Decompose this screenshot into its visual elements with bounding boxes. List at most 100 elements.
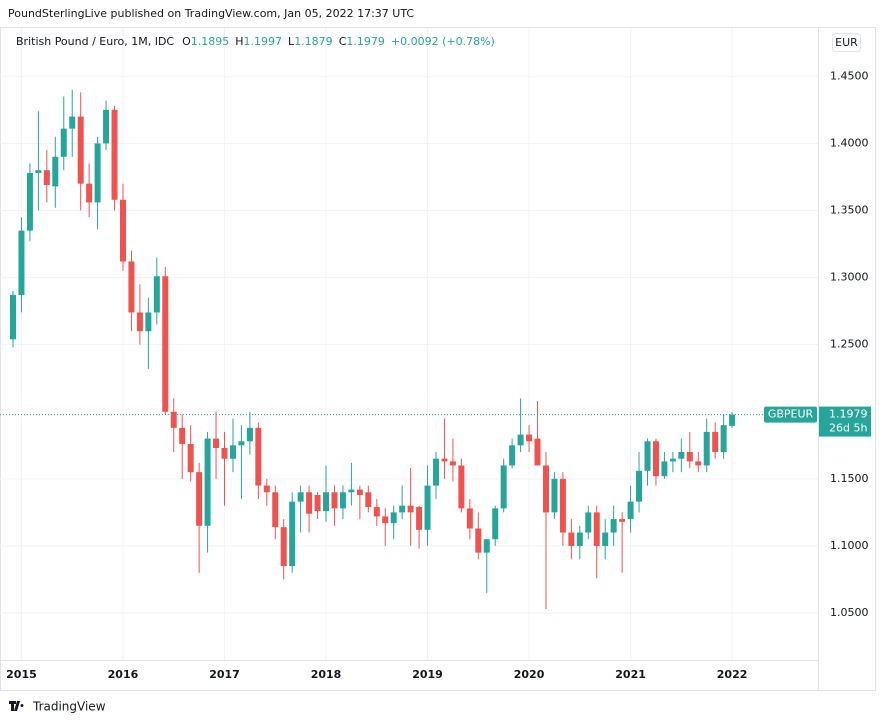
candle-body [103,109,110,144]
candle-body [500,465,507,509]
currency-box[interactable] [832,33,861,52]
symbol-tag [764,406,817,423]
symbol-title: British Pound / Euro, 1M, IDC [16,35,174,48]
candle-body [407,505,414,513]
candle-body [526,434,533,442]
brand-logo [9,701,24,711]
candle-body [678,452,685,459]
candle-body [26,172,33,231]
candle-body [272,492,279,528]
candle-body [246,427,253,442]
x-tick-label: 2015 [6,668,37,681]
candle-body [416,507,423,530]
candle-body [686,452,693,462]
candle-body [542,465,549,513]
candle-body [348,489,355,493]
candle-body [602,532,609,546]
candle-body [136,312,143,332]
y-tick-label: 1.3000 [830,271,869,284]
candle-body [509,445,516,466]
candle-body [60,128,67,157]
candle-body [636,470,643,502]
x-tick-label: 2022 [717,668,748,681]
candle-body [297,492,304,502]
candle-body [720,425,727,453]
candle-body [703,431,710,466]
y-tick-label: 1.2500 [830,338,869,351]
candle-body [170,411,177,428]
candle-body [18,230,25,296]
candle-body [10,295,16,340]
ohlc-value: 1.1879 [294,35,333,48]
candle-body [289,501,296,567]
x-tick-label: 2019 [412,668,443,681]
candle-body [433,458,439,486]
price-tag-label: 1.1979 [829,408,868,421]
candle-body [255,427,262,486]
y-tick-label: 1.1000 [830,539,869,552]
candle-body [669,458,676,462]
candle-body [35,170,42,173]
candle-body [229,445,236,459]
candle-body [69,116,76,129]
currency-label[interactable]: EUR [835,36,858,49]
price-tag [819,406,871,437]
candle-body [204,438,211,526]
candle-body [424,485,431,530]
candle-body [213,438,220,448]
candle-body [652,441,659,477]
candle-body [356,489,363,495]
candle-body [644,441,651,471]
y-tick-label: 1.1500 [830,472,869,485]
ohlc-letter: H [235,35,243,48]
candle-body [238,441,245,446]
candle-body [610,519,617,533]
x-tick-label: 2017 [209,668,240,681]
y-tick-label: 1.4500 [830,69,869,82]
y-tick-label: 1.4000 [830,136,869,149]
candle-body [627,501,634,520]
symbol-tag-label: GBPEUR [768,408,814,421]
ohlc-value: 1.1895 [191,35,230,48]
candle-body [551,478,558,513]
candle-body [196,472,203,526]
candle-body [145,312,152,332]
candle-body [94,143,101,203]
candle-body [619,519,626,522]
x-tick-label: 2020 [514,668,545,681]
candle-body [52,156,59,187]
candle-body [390,512,397,524]
candle-body [483,539,490,553]
candle-body [576,532,583,546]
ohlc-letter: L [288,35,295,48]
symbol-legend: British Pound / Euro, 1M, IDC O1.1895 H1.1… [16,35,495,48]
candle-body [568,532,575,546]
candle-body [162,276,169,412]
candle-body [306,492,313,514]
candle-body [119,199,126,262]
x-tick-label: 2018 [311,668,342,681]
candle-body [86,183,93,203]
ohlc-value: 1.1997 [244,35,283,48]
candle-body [339,492,346,509]
candle-body [314,494,321,512]
candle-body [331,492,338,509]
ohlc-letter: O [182,35,191,48]
candle-body [128,261,135,313]
countdown-label: 26d 5h [829,422,867,435]
ohlc-letter: C [339,35,347,48]
chart-frame [0,27,876,691]
candle-body [153,276,160,313]
candle-body [187,443,194,473]
x-tick-label: 2021 [615,668,646,681]
candle-body [399,505,406,513]
y-tick-label: 1.3500 [830,203,869,216]
candle-body [458,465,465,509]
candle-body [517,434,524,446]
candle-body [585,512,592,533]
candle-body [111,109,118,200]
candle-body [365,492,372,508]
candle-body [179,427,186,444]
candle-body [712,431,719,453]
ohlc-value: 1.1979 [346,35,385,48]
